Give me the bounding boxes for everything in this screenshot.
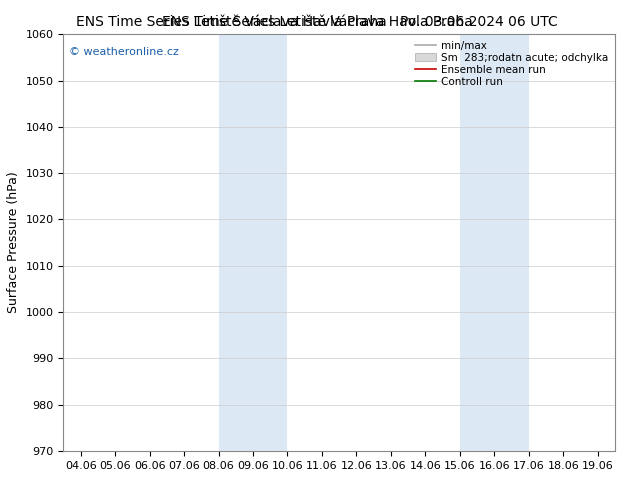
Text: ENS Time Series Letiště Václava Havla Praha: ENS Time Series Letiště Václava Havla Pr… [76,15,387,29]
Text: © weatheronline.cz: © weatheronline.cz [69,47,179,57]
Legend: min/max, Sm  283;rodatn acute; odchylka, Ensemble mean run, Controll run: min/max, Sm 283;rodatn acute; odchylka, … [412,37,612,90]
Y-axis label: Surface Pressure (hPa): Surface Pressure (hPa) [7,172,20,314]
Bar [219,34,287,451]
Bar [460,34,529,451]
Text: Po. 03.06.2024 06 UTC: Po. 03.06.2024 06 UTC [400,15,558,29]
Text: ENS Time Series Letiště Václava Havla Praha: ENS Time Series Letiště Václava Havla Pr… [162,15,472,29]
